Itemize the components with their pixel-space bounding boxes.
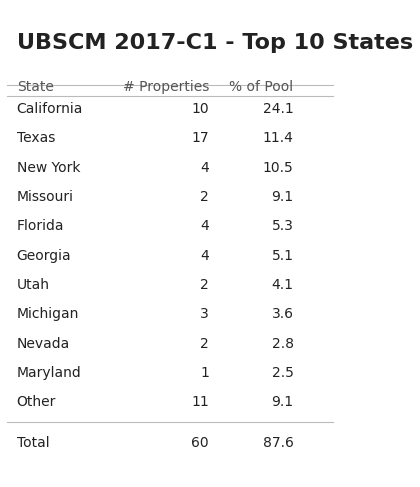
Text: California: California <box>17 102 83 116</box>
Text: 2: 2 <box>200 190 209 204</box>
Text: 4: 4 <box>200 220 209 233</box>
Text: 9.1: 9.1 <box>271 395 294 410</box>
Text: Other: Other <box>17 395 56 410</box>
Text: 60: 60 <box>191 436 209 450</box>
Text: 9.1: 9.1 <box>271 190 294 204</box>
Text: Nevada: Nevada <box>17 337 70 351</box>
Text: 24.1: 24.1 <box>263 102 294 116</box>
Text: 4: 4 <box>200 161 209 175</box>
Text: Florida: Florida <box>17 220 64 233</box>
Text: 10.5: 10.5 <box>263 161 294 175</box>
Text: 11.4: 11.4 <box>262 131 294 146</box>
Text: Texas: Texas <box>17 131 55 146</box>
Text: % of Pool: % of Pool <box>229 80 294 94</box>
Text: 4.1: 4.1 <box>272 278 294 292</box>
Text: 2.5: 2.5 <box>272 366 294 380</box>
Text: 5.1: 5.1 <box>272 249 294 263</box>
Text: 17: 17 <box>191 131 209 146</box>
Text: 2: 2 <box>200 337 209 351</box>
Text: 11: 11 <box>191 395 209 410</box>
Text: 2: 2 <box>200 278 209 292</box>
Text: Missouri: Missouri <box>17 190 74 204</box>
Text: 5.3: 5.3 <box>272 220 294 233</box>
Text: UBSCM 2017-C1 - Top 10 States: UBSCM 2017-C1 - Top 10 States <box>17 33 413 53</box>
Text: Georgia: Georgia <box>17 249 71 263</box>
Text: 87.6: 87.6 <box>262 436 294 450</box>
Text: 3.6: 3.6 <box>272 307 294 321</box>
Text: New York: New York <box>17 161 80 175</box>
Text: # Properties: # Properties <box>123 80 209 94</box>
Text: State: State <box>17 80 54 94</box>
Text: 1: 1 <box>200 366 209 380</box>
Text: Maryland: Maryland <box>17 366 81 380</box>
Text: 2.8: 2.8 <box>272 337 294 351</box>
Text: Michigan: Michigan <box>17 307 79 321</box>
Text: Total: Total <box>17 436 49 450</box>
Text: 4: 4 <box>200 249 209 263</box>
Text: 3: 3 <box>200 307 209 321</box>
Text: 10: 10 <box>191 102 209 116</box>
Text: Utah: Utah <box>17 278 50 292</box>
